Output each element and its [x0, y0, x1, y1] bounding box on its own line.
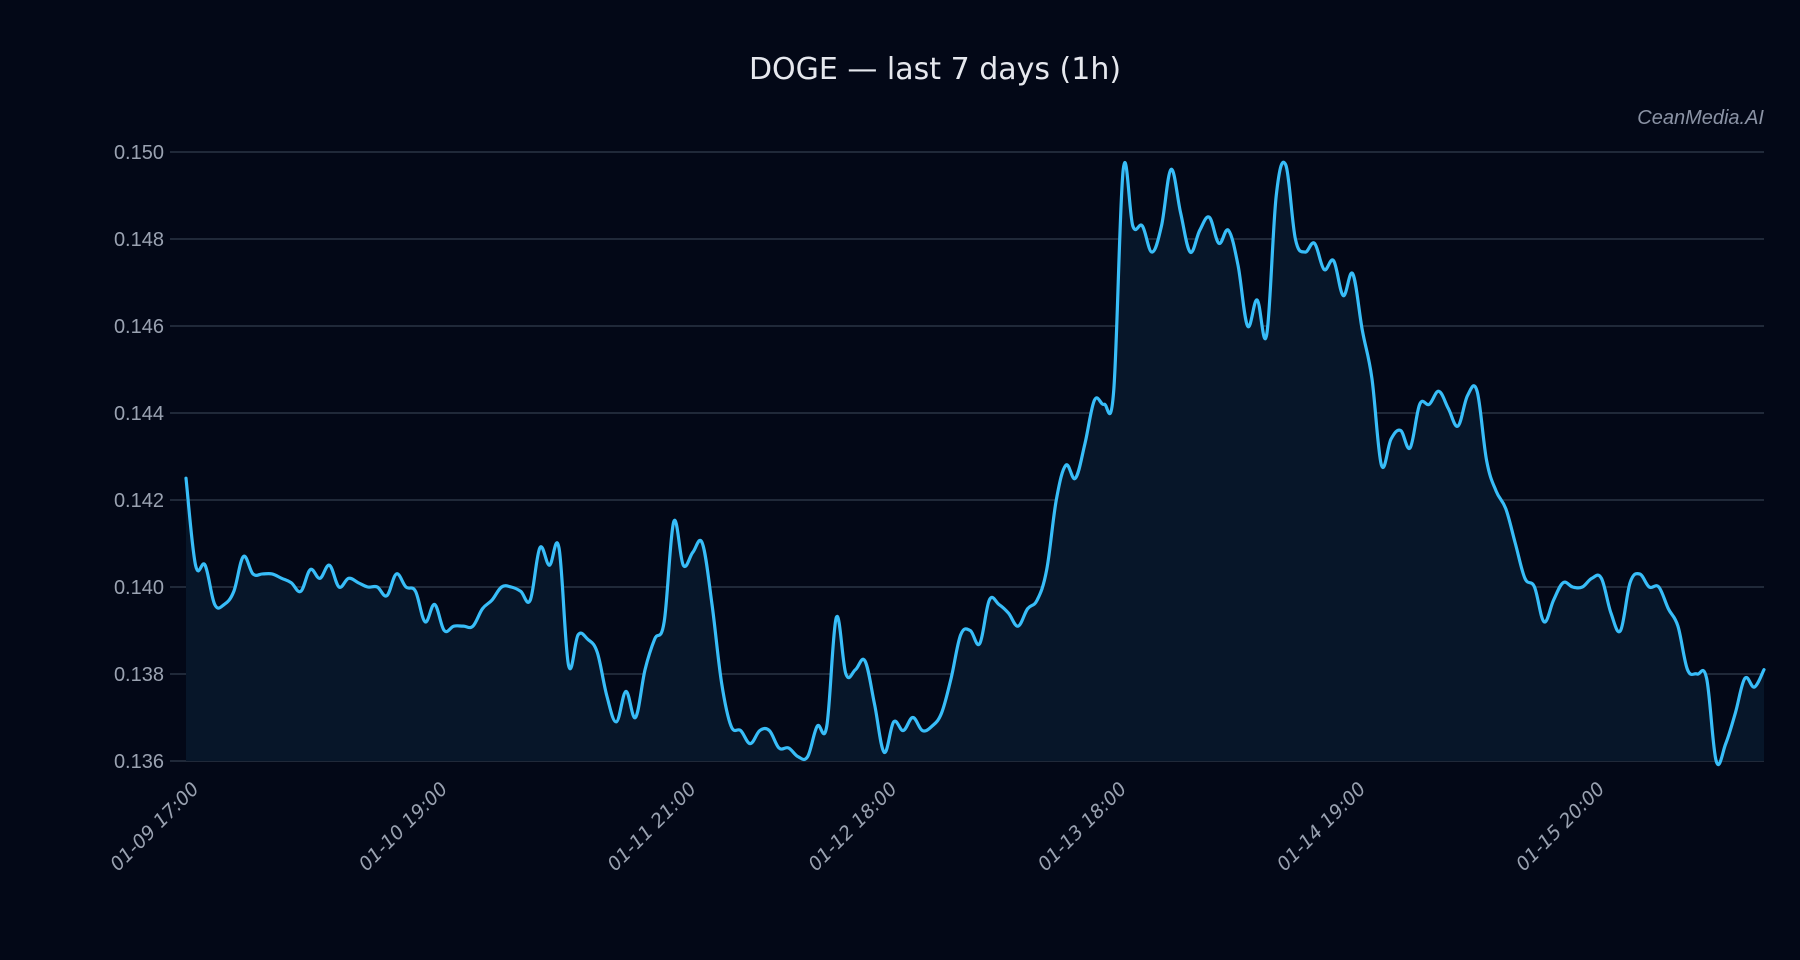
watermark: CeanMedia.AI — [1637, 107, 1764, 129]
y-tick-label: 0.146 — [114, 316, 164, 338]
chart-title: DOGE — last 7 days (1h) — [748, 52, 1122, 87]
x-tick-label: 01-15 20:00 — [1512, 778, 1610, 876]
x-tick-label: 01-12 18:00 — [804, 778, 902, 876]
x-tick-label: 01-13 18:00 — [1034, 778, 1132, 876]
x-tick-label: 01-10 19:00 — [355, 778, 453, 876]
x-tick-label: 01-09 17:00 — [106, 778, 204, 876]
x-axis: 01-09 17:00 01-10 19:00 01-11 21:00 01-12 1… — [106, 778, 1609, 876]
y-tick-label: 0.142 — [114, 490, 164, 512]
price-line — [184, 160, 1766, 767]
y-tick-label: 0.136 — [114, 751, 164, 773]
y-tick-label: 0.144 — [114, 403, 164, 425]
y-tick-label: 0.148 — [114, 229, 164, 251]
price-area-fill — [186, 162, 1764, 765]
y-tick-label: 0.150 — [114, 142, 164, 164]
x-tick-label: 01-14 19:00 — [1273, 778, 1371, 876]
y-tick-label: 0.138 — [114, 664, 164, 686]
x-tick-label: 01-11 21:00 — [603, 778, 701, 876]
y-tick-label: 0.140 — [114, 577, 164, 599]
y-axis: 0.136 0.138 0.140 0.142 0.144 0.146 0.148 0.150 — [114, 142, 164, 773]
